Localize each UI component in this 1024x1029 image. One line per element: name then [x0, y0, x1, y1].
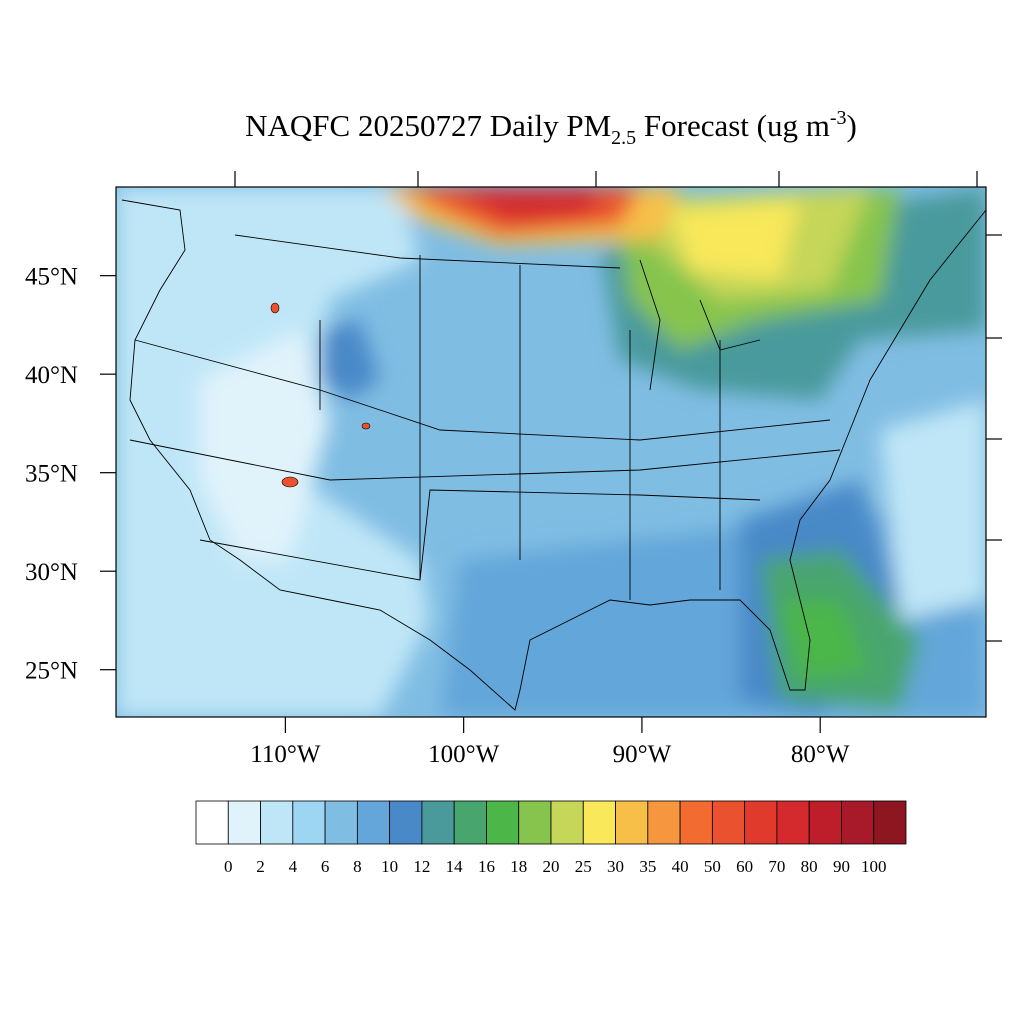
colorbar-label: 40: [672, 857, 689, 876]
colorbar-box: [776, 800, 810, 845]
colorbar-label: 18: [510, 857, 527, 876]
title-text: Forecast (ug m: [636, 108, 830, 143]
colorbar-box: [356, 800, 391, 845]
title-script: -3: [830, 107, 847, 129]
colorbar-box: [615, 800, 649, 845]
colorbar-label: 100: [861, 857, 887, 876]
colorbar-box: [550, 800, 584, 845]
colorbar-label: 60: [736, 857, 753, 876]
y-tick-label: 35°N: [25, 461, 78, 488]
colorbar-label: 30: [607, 857, 624, 876]
title-text: NAQFC 20250727 Daily PM: [245, 108, 611, 143]
colorbar-box: [486, 800, 520, 845]
frame-ticks: [234, 171, 1002, 642]
x-tick-label: 110°W: [250, 741, 321, 768]
colorbar-label: 6: [321, 857, 330, 876]
colorbar-label: 0: [224, 857, 233, 876]
title-script: 2.5: [611, 127, 636, 149]
colorbar-box: [292, 800, 326, 845]
colorbar-label: 10: [381, 857, 398, 876]
colorbar-box: [389, 800, 423, 845]
colorbar-label: 35: [639, 857, 656, 876]
colorbar-label: 8: [353, 857, 362, 876]
colorbar-box: [518, 800, 552, 845]
colorbar-box: [711, 800, 746, 845]
colorbar-label: 90: [833, 857, 850, 876]
y-tick-label: 30°N: [25, 559, 78, 586]
colorbar-box: [841, 800, 875, 845]
colorbar-box: [808, 800, 842, 845]
map-frame: [115, 186, 987, 718]
colorbar-label: 20: [543, 857, 560, 876]
colorbar-label: 2: [256, 857, 265, 876]
colorbar-label: 50: [704, 857, 721, 876]
x-tick-label: 90°W: [613, 741, 672, 768]
colorbar-box: [744, 800, 778, 845]
colorbar-label: 12: [413, 857, 430, 876]
colorbar-label: 16: [478, 857, 495, 876]
colorbar-label: 4: [289, 857, 298, 876]
colorbar-box: [873, 800, 907, 845]
colorbar-box: [453, 800, 487, 845]
colorbar-box: [195, 800, 229, 845]
colorbar-box: [260, 800, 294, 845]
pm-field: [116, 187, 986, 717]
colorbar-box: [679, 800, 713, 845]
colorbar-box: [324, 800, 358, 845]
colorbar-box: [421, 800, 455, 845]
y-tick-label: 25°N: [25, 658, 78, 685]
y-tick-label: 45°N: [25, 264, 78, 291]
y-tick-label: 40°N: [25, 362, 78, 389]
colorbar-box: [227, 800, 261, 845]
colorbar-box: [582, 800, 616, 845]
colorbar-label: 70: [768, 857, 785, 876]
x-tick-label: 100°W: [428, 741, 499, 768]
title-text: ): [847, 108, 857, 143]
colorbar-label: 25: [575, 857, 592, 876]
colorbar-label: 14: [446, 857, 464, 876]
title: NAQFC 20250727 Daily PM2.5 Forecast (ug …: [245, 107, 857, 149]
colorbar-box: [647, 800, 681, 845]
x-tick-label: 80°W: [791, 741, 850, 768]
colorbar-label: 80: [801, 857, 818, 876]
